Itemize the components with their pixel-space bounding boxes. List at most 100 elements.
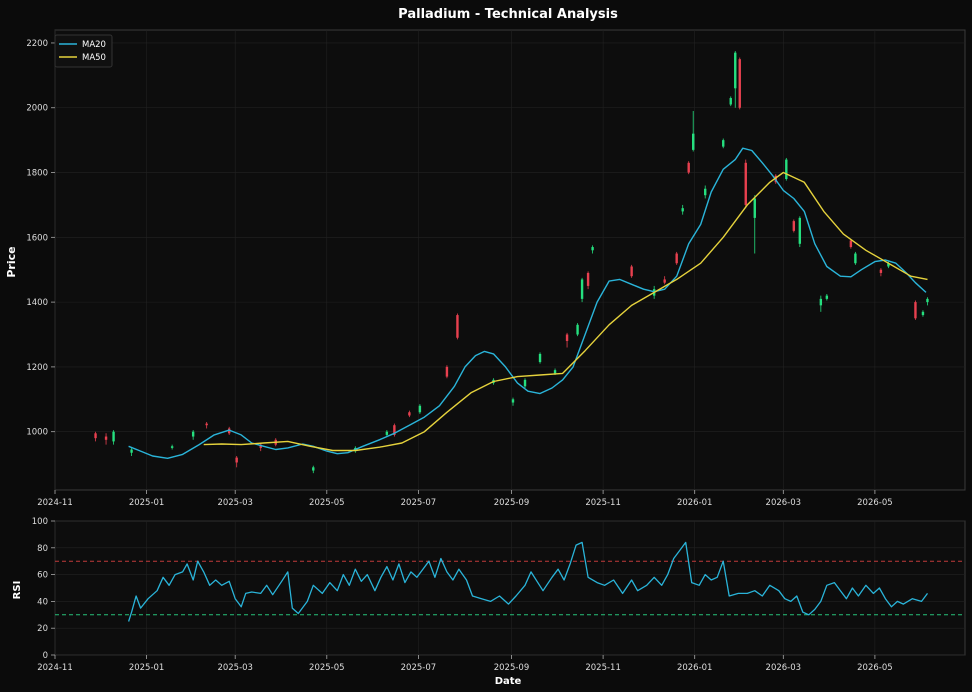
candle-body xyxy=(692,133,695,150)
candle-body xyxy=(565,334,569,341)
date-axis-label: Date xyxy=(495,676,522,687)
candle-body xyxy=(704,188,707,196)
candle-body xyxy=(205,423,208,426)
price-x-tick-label: 2025-03 xyxy=(217,498,253,508)
candle-body xyxy=(227,428,231,434)
rsi-y-tick-label: 80 xyxy=(37,544,48,554)
candle-body xyxy=(785,159,788,180)
candle-body xyxy=(418,405,422,413)
rsi-panel: 0 20 40 60 80 100 2024-11 2025-01 2025-03 2025-0… xyxy=(12,517,966,687)
price-x-tick-label: 2025-01 xyxy=(129,498,165,508)
series-line-ma20 xyxy=(128,147,927,459)
rsi-x-tick-label: 2025-11 xyxy=(585,663,621,673)
rsi-y-ticks: 0 20 40 60 80 100 xyxy=(32,517,55,661)
candlesticks xyxy=(94,51,929,474)
candle-body xyxy=(538,353,542,363)
rsi-plot-area xyxy=(54,520,966,656)
candle-body xyxy=(630,266,633,277)
candle-body xyxy=(112,431,115,442)
candle-body xyxy=(130,449,133,453)
candle-body xyxy=(191,431,195,437)
candle-body xyxy=(170,446,174,448)
price-x-ticks: 2024-11 2025-01 2025-03 2025-05 2025-07 2025-… xyxy=(37,490,893,508)
rsi-x-tick-label: 2025-07 xyxy=(401,663,437,673)
candle-body xyxy=(819,298,823,306)
price-x-tick-label: 2024-11 xyxy=(37,498,73,508)
candle-body xyxy=(753,198,756,218)
rsi-x-ticks: 2024-11 2025-01 2025-03 2025-05 2025-07 2025-… xyxy=(37,655,893,673)
price-grid xyxy=(54,30,965,490)
rsi-x-tick-label: 2025-09 xyxy=(494,663,530,673)
candle-body xyxy=(738,59,741,108)
candle-body xyxy=(675,253,678,264)
candle-body xyxy=(798,217,802,244)
candle-body xyxy=(926,298,929,303)
candle-body xyxy=(104,436,108,440)
rsi-reference-lines xyxy=(55,560,965,616)
rsi-y-tick-label: 100 xyxy=(32,517,48,527)
moving-average-lines xyxy=(128,147,928,459)
candle-body xyxy=(312,467,315,471)
rsi-y-tick-label: 0 xyxy=(43,651,48,661)
price-x-tick-label: 2025-09 xyxy=(494,498,530,508)
candle-body xyxy=(523,379,527,387)
price-y-tick-label: 2000 xyxy=(26,104,48,114)
candle-body xyxy=(456,315,459,338)
chart-title: Palladium - Technical Analysis xyxy=(398,7,618,22)
price-panel: 1000 1200 1400 1600 1800 2000 2200 2024-11 2025… xyxy=(5,29,966,508)
candle-body xyxy=(259,444,262,448)
legend: MA20 MA50 xyxy=(54,34,113,68)
rsi-x-tick-label: 2026-05 xyxy=(857,663,893,673)
rsi-x-tick-label: 2025-05 xyxy=(309,663,345,673)
series-line-ma50 xyxy=(203,171,928,452)
candle-body xyxy=(825,295,829,299)
price-y-ticks: 1000 1200 1400 1600 1800 2000 2200 xyxy=(26,39,55,438)
candle-body xyxy=(681,208,684,212)
price-y-tick-label: 1600 xyxy=(26,233,48,243)
candle-body xyxy=(591,247,594,251)
candle-body xyxy=(663,279,666,283)
rsi-y-tick-label: 40 xyxy=(37,597,48,607)
price-plot-area xyxy=(54,29,966,491)
rsi-x-tick-label: 2024-11 xyxy=(37,663,73,673)
candle-body xyxy=(408,412,411,416)
price-x-tick-label: 2025-07 xyxy=(401,498,437,508)
candle-body xyxy=(887,263,890,267)
candle-body xyxy=(734,52,737,89)
candle-body xyxy=(553,370,557,374)
legend-label-ma20: MA20 xyxy=(82,40,106,50)
rsi-x-tick-label: 2026-03 xyxy=(766,663,802,673)
price-x-tick-label: 2026-03 xyxy=(766,498,802,508)
candle-body xyxy=(511,399,515,403)
price-x-tick-label: 2026-05 xyxy=(857,498,893,508)
candle-body xyxy=(722,140,725,147)
rsi-x-tick-label: 2025-01 xyxy=(129,663,165,673)
candle-body xyxy=(687,162,690,173)
price-y-tick-label: 2200 xyxy=(26,39,48,49)
candle-body xyxy=(94,433,97,439)
candle-body xyxy=(576,324,579,335)
price-x-tick-label: 2026-01 xyxy=(677,498,713,508)
candle-body xyxy=(729,98,732,105)
legend-box xyxy=(54,34,113,68)
candle-body xyxy=(385,431,389,435)
candle-body xyxy=(580,279,584,299)
rsi-y-tick-label: 20 xyxy=(37,624,48,634)
price-x-tick-label: 2025-11 xyxy=(585,498,621,508)
rsi-x-tick-label: 2026-01 xyxy=(677,663,713,673)
candle-body xyxy=(235,457,238,463)
candle-body xyxy=(744,162,747,205)
rsi-grid xyxy=(54,520,965,656)
price-y-tick-label: 1800 xyxy=(26,169,48,179)
rsi-x-tick-label: 2025-03 xyxy=(217,663,253,673)
legend-label-ma50: MA50 xyxy=(82,53,106,63)
rsi-y-tick-label: 60 xyxy=(37,571,48,581)
candle-body xyxy=(914,302,917,319)
candle-body xyxy=(854,253,857,264)
rsi-series-line xyxy=(127,541,929,622)
candle-body xyxy=(921,311,925,316)
candle-body xyxy=(445,366,449,377)
candle-body xyxy=(879,269,883,273)
candle-body xyxy=(849,240,853,248)
